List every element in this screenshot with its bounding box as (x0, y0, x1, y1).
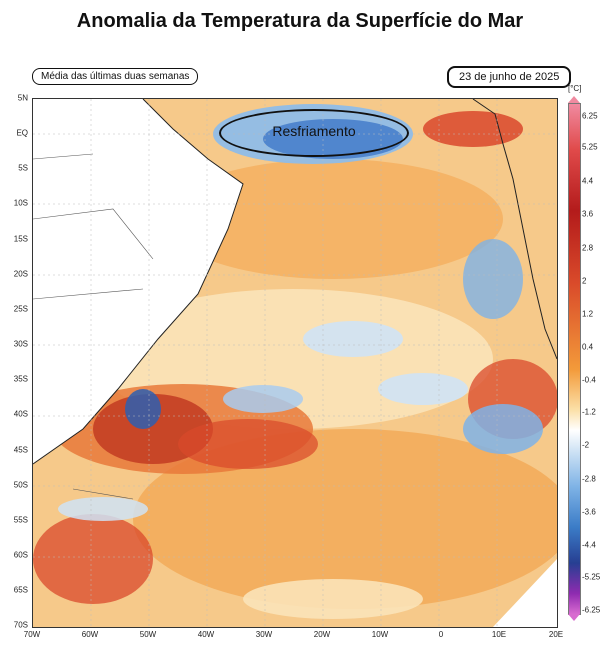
colorbar-label: 1.2 (582, 309, 594, 319)
colorbar-label: -5.25 (582, 572, 600, 582)
lon-label: 0 (438, 630, 444, 639)
country-borders (33, 153, 154, 500)
cooling-region-label: Resfriamento (272, 123, 356, 139)
lat-label: 40S (13, 409, 28, 419)
lat-label: 5S (18, 163, 28, 173)
lon-label: 40W (197, 630, 215, 639)
lat-label: 60S (13, 550, 28, 560)
colorbar-top-arrow (568, 96, 580, 103)
lon-label: 20E (548, 630, 564, 639)
map-title: Anomalia da Temperatura da Superfície do… (76, 10, 524, 32)
lat-label: EQ (16, 128, 28, 138)
date-label: 23 de junho de 2025 (447, 66, 572, 88)
lat-label: 25S (13, 304, 28, 314)
period-label: Média das últimas duas semanas (32, 68, 199, 85)
lat-label: 35S (13, 374, 28, 384)
lat-label: 5N (17, 93, 28, 103)
lat-label: 30S (13, 339, 28, 349)
colorbar-label: 4.4 (582, 176, 594, 186)
colorbar-label: 3.6 (582, 209, 594, 219)
colorbar-label: -2.8 (582, 474, 596, 484)
lon-label: 70W (23, 630, 41, 639)
lat-label: 70S (13, 620, 28, 630)
lat-label: 10S (13, 198, 28, 208)
lon-label: 30W (255, 630, 273, 639)
lat-label: 20S (13, 269, 28, 279)
cooling-region-ellipse (219, 109, 409, 157)
colorbar-bottom-arrow (568, 614, 580, 621)
lon-label: 50W (139, 630, 157, 639)
lon-label: 20W (313, 630, 331, 639)
colorbar-label: -6.25 (582, 605, 600, 615)
sst-anomaly-map (32, 98, 558, 628)
colorbar-label: 0.4 (582, 342, 594, 352)
colorbar-label: 2 (582, 276, 587, 286)
colorbar-label: -4.4 (582, 540, 596, 550)
map-canvas (33, 99, 557, 627)
lon-label: 60W (81, 630, 99, 639)
lon-label: 10E (491, 630, 507, 639)
colorbar-label: 5.25 (582, 142, 598, 152)
lat-label: 45S (13, 445, 28, 455)
lon-label: 10W (371, 630, 389, 639)
graticule (33, 99, 557, 627)
lat-label: 65S (13, 585, 28, 595)
colorbar-label: -2 (582, 440, 590, 450)
south-america-coastline (33, 99, 244, 465)
colorbar-label: 2.8 (582, 243, 594, 253)
colorbar (568, 103, 581, 615)
lat-label: 55S (13, 515, 28, 525)
colorbar-label: -3.6 (582, 507, 596, 517)
lat-label: 50S (13, 480, 28, 490)
colorbar-label: 6.25 (582, 111, 598, 121)
lat-label: 15S (13, 234, 28, 244)
colorbar-label: -0.4 (582, 375, 596, 385)
colorbar-unit: [°C] (568, 84, 582, 93)
colorbar-label: -1.2 (582, 407, 596, 417)
